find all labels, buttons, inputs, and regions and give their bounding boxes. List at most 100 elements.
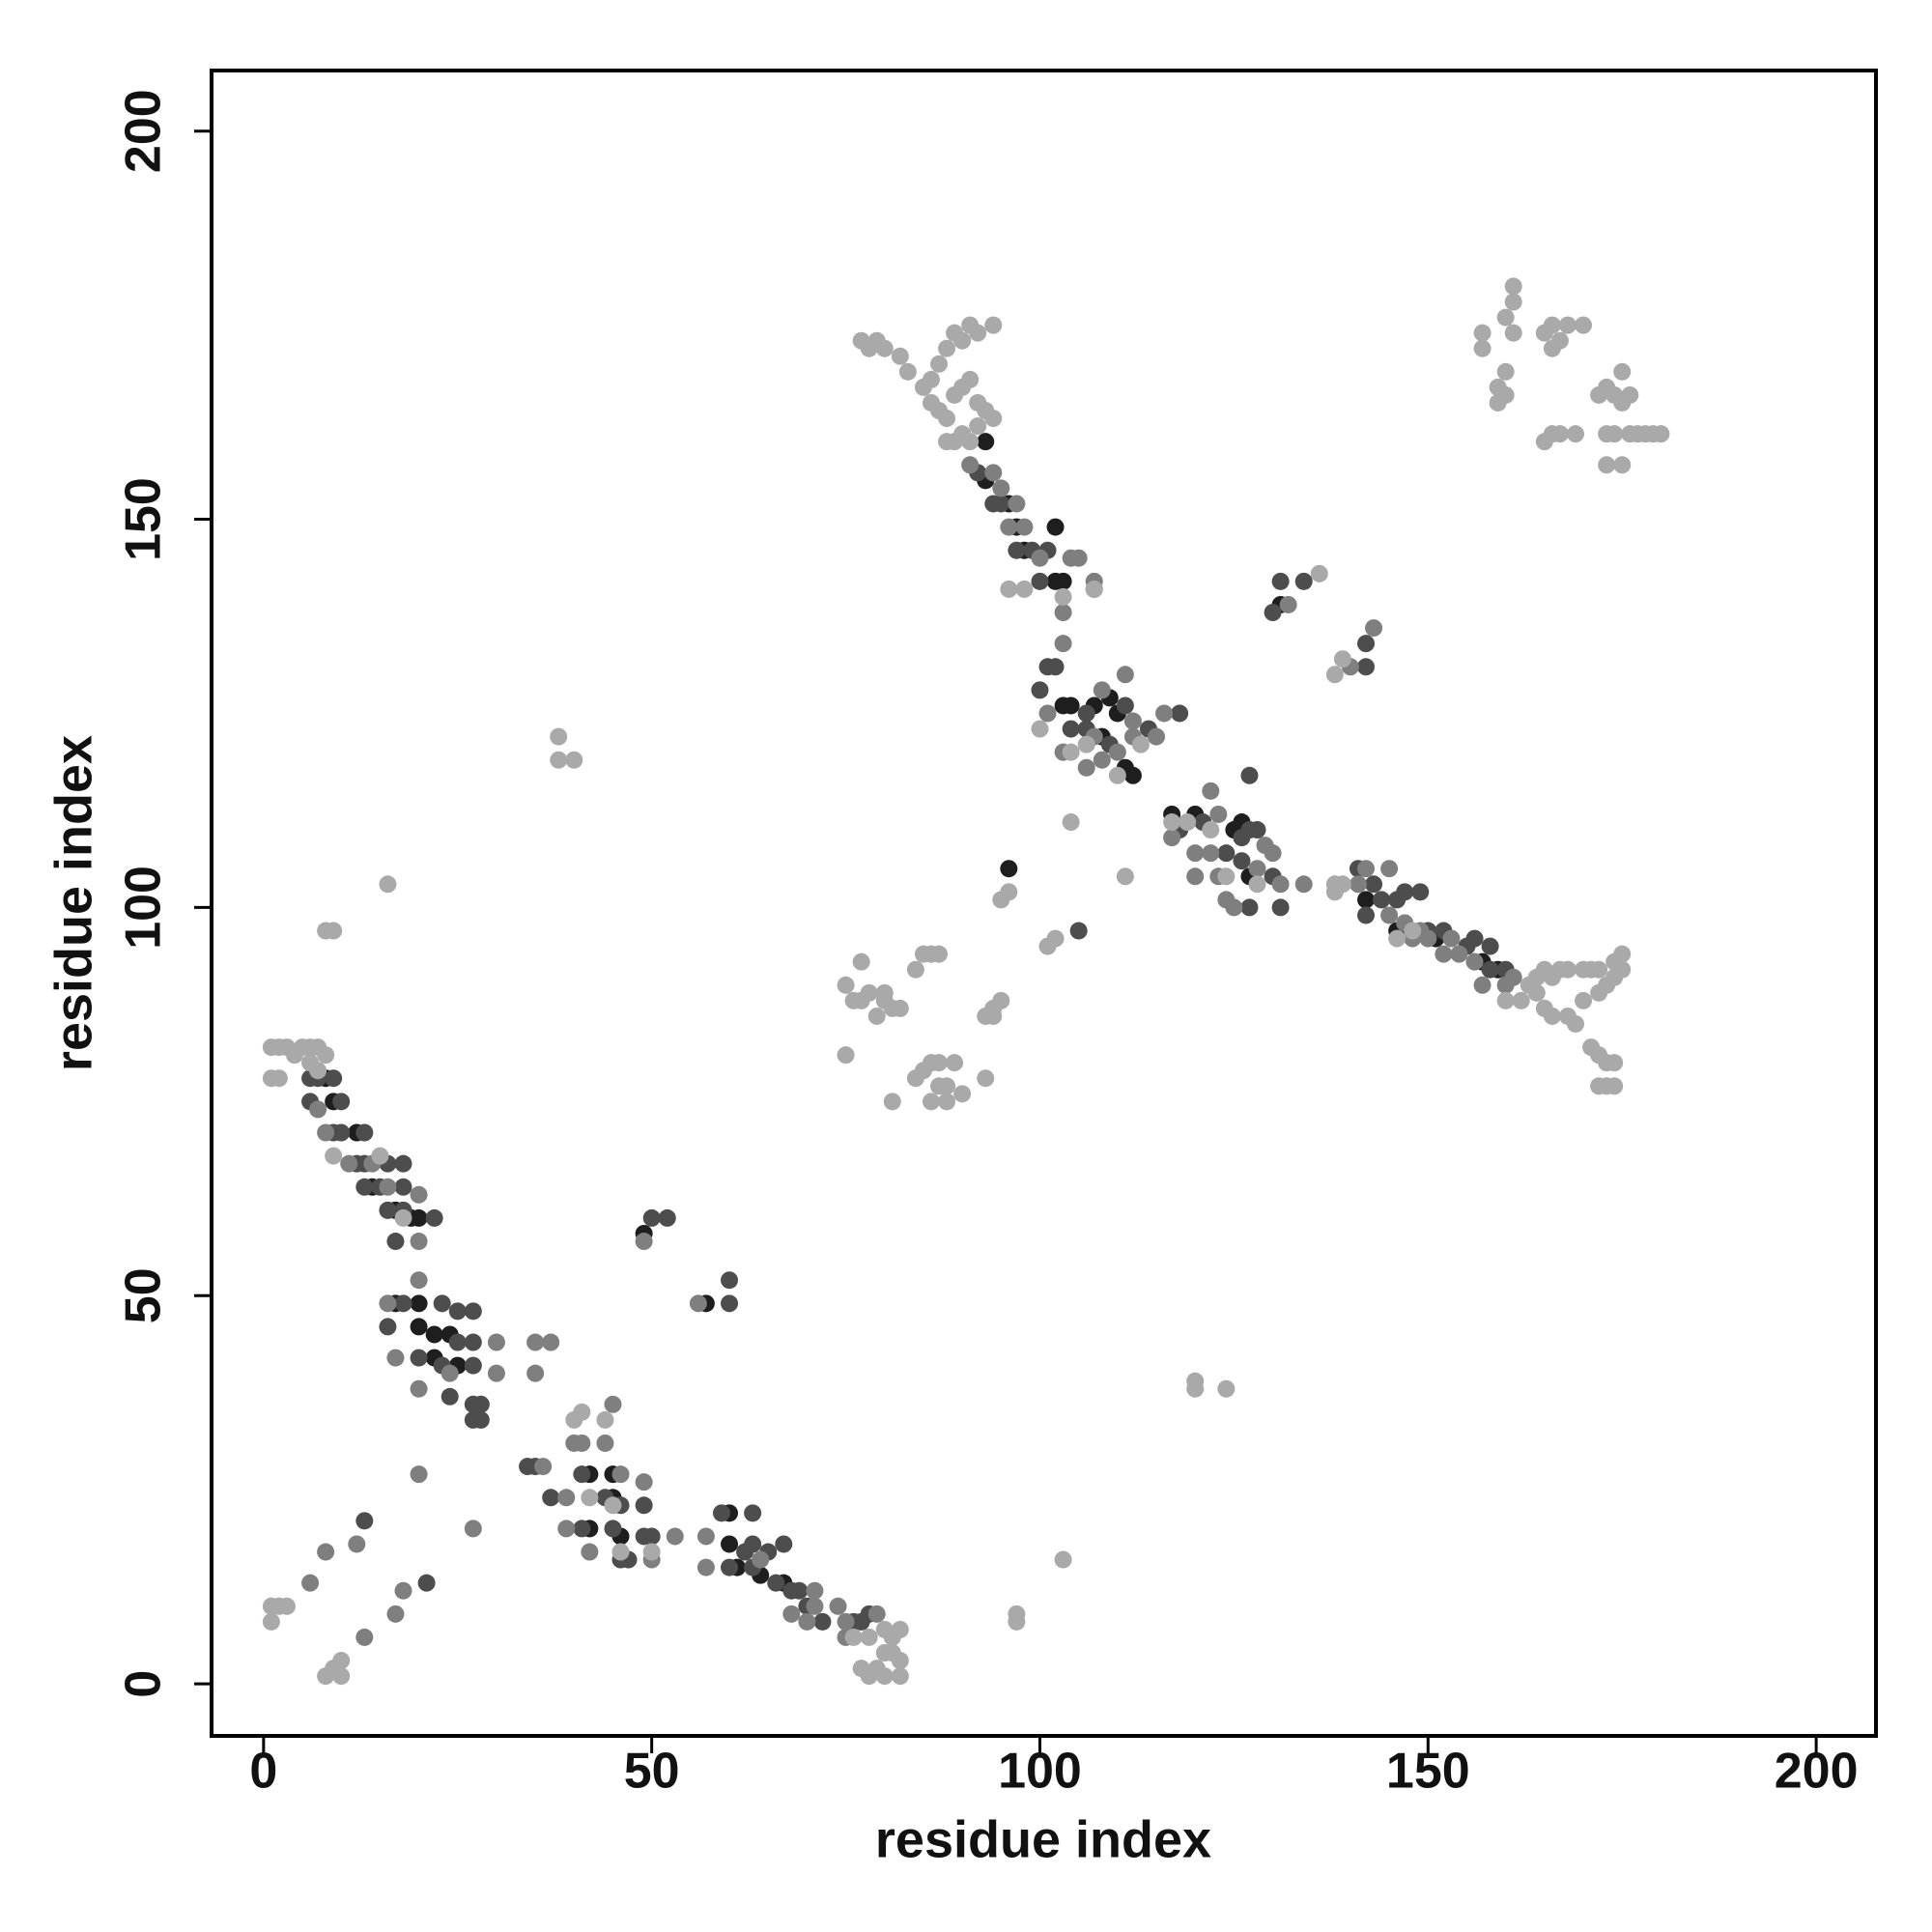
data-point	[837, 976, 855, 994]
data-point	[1217, 844, 1236, 863]
data-point	[1465, 929, 1484, 948]
data-point	[1504, 277, 1522, 296]
y-tick-label: 100	[116, 866, 172, 950]
data-point	[464, 1333, 482, 1351]
data-point	[938, 410, 956, 428]
data-point	[1077, 758, 1095, 777]
data-point	[1163, 829, 1181, 847]
data-point	[410, 1318, 428, 1336]
data-point	[355, 1512, 374, 1530]
data-point	[1123, 766, 1142, 784]
data-point	[332, 1667, 351, 1686]
data-point	[1015, 518, 1034, 536]
data-point	[270, 1069, 288, 1088]
data-point	[596, 1434, 614, 1452]
data-point	[938, 1093, 956, 1111]
data-point	[1496, 362, 1515, 381]
data-point	[317, 1543, 335, 1561]
data-point	[938, 339, 956, 357]
data-point	[410, 1233, 428, 1251]
data-point	[642, 1208, 661, 1227]
data-point	[930, 945, 949, 963]
data-point	[1155, 704, 1174, 723]
data-point	[1566, 1014, 1584, 1033]
data-point	[410, 1271, 428, 1290]
data-point	[906, 960, 924, 979]
data-point	[984, 316, 1003, 334]
data-point	[340, 1154, 358, 1173]
data-point	[891, 347, 909, 365]
data-point	[1357, 860, 1376, 878]
data-point	[542, 1333, 560, 1351]
data-point	[1652, 425, 1670, 443]
data-point	[930, 355, 949, 373]
data-point	[1575, 991, 1593, 1009]
data-point	[992, 479, 1010, 497]
data-point	[1442, 929, 1461, 948]
data-point	[1605, 1077, 1624, 1095]
data-point	[386, 1233, 405, 1251]
data-point	[379, 1178, 397, 1196]
data-point	[938, 1077, 956, 1095]
data-point	[1271, 875, 1290, 894]
data-point	[1496, 991, 1515, 1009]
data-point	[464, 1356, 482, 1375]
data-point	[1388, 929, 1406, 948]
data-point	[969, 324, 987, 342]
data-point	[1473, 324, 1492, 342]
data-point	[1357, 906, 1376, 924]
data-point	[1550, 425, 1569, 443]
data-point	[1131, 735, 1150, 753]
data-point	[1566, 425, 1584, 443]
data-point	[1163, 813, 1181, 832]
data-point	[317, 1123, 335, 1142]
data-point	[1217, 1379, 1236, 1398]
data-point	[557, 1489, 576, 1507]
data-point	[487, 1364, 505, 1382]
data-point	[1186, 867, 1205, 886]
data-point	[1116, 696, 1134, 715]
data-point	[642, 1527, 661, 1546]
data-point	[1077, 735, 1095, 753]
data-point	[867, 1605, 886, 1623]
data-point	[961, 456, 980, 474]
data-point	[1512, 991, 1530, 1009]
data-point	[262, 1612, 280, 1631]
data-point	[860, 1628, 878, 1646]
data-point	[852, 952, 870, 971]
data-point	[1590, 960, 1608, 979]
data-point	[696, 1527, 715, 1546]
data-point	[1264, 604, 1282, 622]
data-point	[898, 362, 917, 381]
data-point	[1008, 541, 1026, 559]
data-point	[550, 727, 568, 746]
data-point	[1605, 425, 1624, 443]
data-point	[1038, 704, 1057, 723]
data-point	[992, 991, 1010, 1009]
data-point	[471, 1410, 490, 1429]
data-point	[611, 1465, 630, 1484]
data-point	[1264, 844, 1282, 863]
data-point	[557, 1520, 576, 1538]
data-point	[611, 1543, 630, 1561]
data-point	[355, 1178, 374, 1196]
data-point	[977, 1069, 995, 1088]
data-point	[433, 1294, 451, 1313]
data-point	[867, 1660, 886, 1678]
data-point	[379, 1318, 397, 1336]
data-point	[1069, 922, 1088, 940]
data-point	[1419, 929, 1437, 948]
data-point	[1465, 952, 1484, 971]
data-point	[1357, 658, 1376, 676]
data-point	[379, 1201, 397, 1219]
data-point	[425, 1325, 443, 1344]
data-point	[1062, 696, 1080, 715]
data-point	[448, 1302, 467, 1321]
data-point	[1171, 704, 1189, 723]
data-point	[1054, 635, 1072, 653]
data-point	[379, 875, 397, 894]
data-point	[1093, 681, 1111, 699]
data-point	[1046, 658, 1065, 676]
data-point	[1598, 456, 1616, 474]
